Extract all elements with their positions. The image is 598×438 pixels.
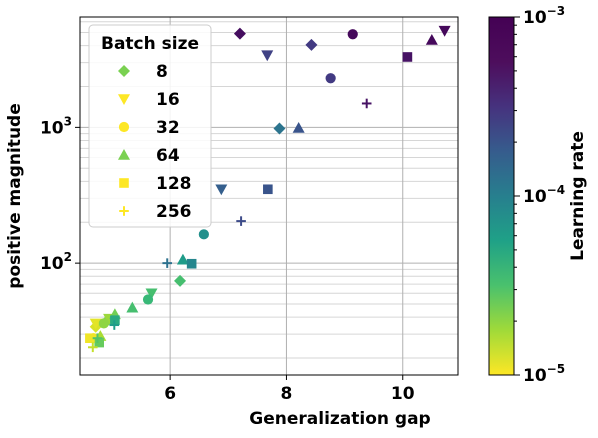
data-point-bs32 bbox=[198, 229, 209, 240]
data-points bbox=[85, 25, 451, 353]
x-axis-label: Generalization gap bbox=[249, 409, 430, 429]
plot-frame bbox=[79, 16, 459, 376]
data-point-bs32 bbox=[347, 29, 358, 40]
colorbar-label: Learning rate bbox=[568, 131, 588, 261]
legend-label-16: 16 bbox=[156, 90, 180, 110]
legend-marker-256 bbox=[119, 206, 129, 216]
data-point-bs16 bbox=[261, 50, 274, 62]
axis-ticks: 6 8 10 102 103 bbox=[40, 114, 415, 404]
data-point-bs256 bbox=[109, 320, 120, 330]
data-point-bs256 bbox=[361, 98, 372, 109]
colorbar: 10−3 10−4 10−5 Learning rate bbox=[488, 4, 588, 386]
legend-marker-32 bbox=[118, 121, 130, 133]
data-point-bs8 bbox=[305, 38, 318, 51]
data-point-bs32 bbox=[325, 73, 336, 84]
data-point-bs16 bbox=[215, 184, 228, 196]
data-point-bs256 bbox=[92, 333, 103, 343]
data-point-bs64 bbox=[292, 121, 305, 133]
data-point-bs64 bbox=[126, 301, 139, 313]
x-tick-label: 8 bbox=[281, 384, 293, 404]
x-tick-label: 6 bbox=[164, 384, 176, 404]
data-point-bs64 bbox=[176, 253, 189, 265]
data-point-bs128 bbox=[94, 337, 104, 348]
data-point-bs16 bbox=[89, 318, 102, 330]
colorbar-tick-label: 10−5 bbox=[523, 362, 565, 386]
legend-label-32: 32 bbox=[156, 118, 180, 138]
data-point-bs128 bbox=[110, 315, 120, 325]
data-point-bs128 bbox=[402, 52, 413, 62]
data-point-bs128 bbox=[263, 184, 273, 195]
legend-marker-64 bbox=[118, 149, 130, 160]
legend-label-256: 256 bbox=[156, 202, 192, 222]
legend-label-8: 8 bbox=[156, 62, 168, 82]
data-point-bs256 bbox=[236, 216, 246, 226]
colorbar-tick-label: 10−3 bbox=[523, 4, 565, 28]
data-point-bs256 bbox=[162, 258, 173, 268]
data-point-bs256 bbox=[87, 342, 98, 353]
data-point-bs128 bbox=[85, 333, 95, 343]
data-point-bs32 bbox=[98, 318, 109, 329]
colorbar-gradient bbox=[488, 16, 515, 376]
data-point-bs16 bbox=[438, 25, 451, 37]
data-point-bs8 bbox=[233, 27, 246, 40]
data-point-bs64 bbox=[425, 34, 438, 45]
data-point-bs128 bbox=[186, 258, 197, 269]
data-point-bs32 bbox=[142, 294, 154, 305]
y-axis-label: positive magnitude bbox=[5, 103, 25, 289]
legend-title: Batch size bbox=[101, 34, 199, 54]
legend-label-64: 64 bbox=[156, 146, 180, 166]
data-point-bs8 bbox=[273, 122, 286, 135]
x-tick-label: 10 bbox=[391, 384, 415, 404]
legend: Batch size 8 16 32 64 128 256 bbox=[88, 24, 212, 228]
legend-marker-16 bbox=[118, 94, 130, 105]
y-tick-label: 103 bbox=[40, 114, 72, 138]
y-tick-label: 102 bbox=[40, 250, 72, 274]
legend-marker-128 bbox=[119, 178, 129, 188]
legend-box bbox=[88, 24, 212, 228]
data-point-bs16 bbox=[145, 288, 158, 300]
legend-marker-8 bbox=[118, 65, 130, 77]
data-point-bs8 bbox=[174, 274, 187, 287]
legend-label-128: 128 bbox=[156, 174, 192, 194]
colorbar-tick-label: 10−4 bbox=[523, 183, 565, 207]
